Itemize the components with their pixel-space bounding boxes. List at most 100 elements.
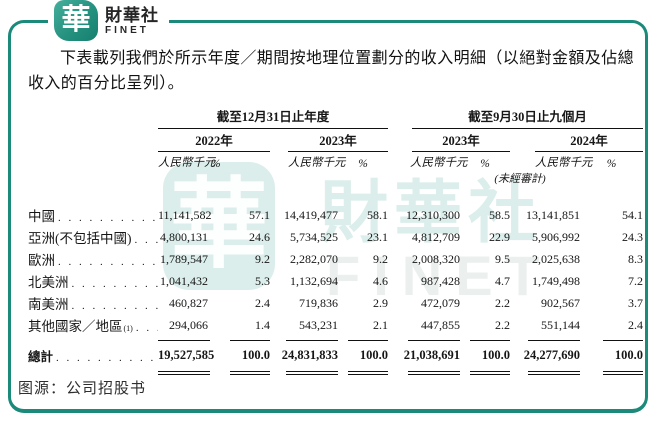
total-value: 19,527,585 xyxy=(158,348,215,362)
total-value: 21,038,691 xyxy=(403,348,461,362)
row-value: 2,008,320 xyxy=(412,251,461,266)
content-frame xyxy=(8,20,648,413)
row-value: 2.9 xyxy=(373,295,389,310)
dot-leader xyxy=(55,256,158,268)
unit-header-row: 人民幣千元 % 人民幣千元 % 人民幣千元 % 人民幣千元 % xyxy=(28,152,643,170)
row-value: 1.4 xyxy=(255,317,270,332)
row-value: 2,282,070 xyxy=(290,251,338,266)
row-value: 2.2 xyxy=(495,317,511,332)
table-row-south-america: 南美洲 460,827 2.4 719,836 2.9 472,079 2.2 … xyxy=(28,292,643,314)
spacer-row xyxy=(28,186,643,204)
row-value: 58.1 xyxy=(367,207,389,222)
seal-character: 華 xyxy=(61,4,91,36)
unaudited-note: (未經審計) xyxy=(494,173,546,185)
total-value: 24,831,833 xyxy=(281,348,338,362)
intro-paragraph: 下表載列我們於所示年度／期間按地理位置劃分的收入明細（以絕對金額及佔總收入的百分… xyxy=(28,50,635,92)
table-row-north-america: 北美洲 1,041,432 5.3 1,132,694 4.6 987,428 … xyxy=(28,270,643,292)
period-header-annual: 截至12月31日止年度 xyxy=(158,106,389,129)
year-header-2022: 2022年 xyxy=(158,130,270,152)
row-value: 14,419,477 xyxy=(284,207,338,222)
row-label: 南美洲 xyxy=(28,297,69,312)
dot-leader xyxy=(69,300,159,312)
row-value: 5.3 xyxy=(255,273,270,288)
row-value: 2.2 xyxy=(495,295,511,310)
row-value: 2.1 xyxy=(373,317,389,332)
total-label: 總計 xyxy=(28,350,54,364)
year-header-2023: 2023年 xyxy=(288,130,389,152)
row-value: 902,567 xyxy=(541,295,581,310)
row-value: 24.6 xyxy=(249,229,270,244)
table-row-other-countries: 其他國家／地區(1) 294,066 1.4 543,231 2.1 447,8… xyxy=(28,314,643,336)
row-value: 3.7 xyxy=(628,295,644,310)
row-value: 4,812,709 xyxy=(412,229,461,244)
dot-leader xyxy=(132,234,159,246)
row-value: 9.2 xyxy=(373,251,389,266)
row-value: 551,144 xyxy=(541,317,581,332)
row-value: 447,855 xyxy=(421,317,461,332)
row-value: 57.1 xyxy=(249,207,270,222)
percent-header: % xyxy=(480,158,490,170)
row-label: 中國 xyxy=(28,209,55,224)
total-value: 100.0 xyxy=(241,348,270,362)
row-value: 58.5 xyxy=(489,207,511,222)
row-value: 460,827 xyxy=(169,295,208,310)
total-value: 100.0 xyxy=(614,348,644,362)
row-label: 北美洲 xyxy=(28,275,69,290)
unit-header: 人民幣千元 xyxy=(535,157,593,169)
row-value: 5,906,992 xyxy=(532,229,581,244)
row-value: 2.4 xyxy=(255,295,270,310)
total-row: 總計 19,527,585 100.0 24,831,833 100.0 21,… xyxy=(28,344,643,367)
brand-name-en: FINET xyxy=(105,25,149,36)
table-row-europe: 歐洲 1,789,547 9.2 2,282,070 9.2 2,008,320… xyxy=(28,248,643,270)
row-label: 其他國家／地區 xyxy=(28,319,123,334)
dot-leader xyxy=(53,352,158,364)
row-value: 294,066 xyxy=(169,317,208,332)
finet-logo: 華 財華社 FINET xyxy=(48,0,169,43)
period-header-nine-months: 截至9月30日止九個月 xyxy=(412,106,644,129)
table-row-asia: 亞洲(不包括中國) 4,800,131 24.6 5,734,525 23.1 … xyxy=(28,226,643,248)
year-header-9m2024: 2024年 xyxy=(535,130,644,152)
row-value: 1,789,547 xyxy=(160,251,208,266)
dot-leader xyxy=(55,212,158,224)
subtotal-rule-row xyxy=(28,336,644,344)
total-double-rule-row xyxy=(28,367,644,377)
revenue-by-geography-table: 截至12月31日止年度 截至9月30日止九個月 2022年 2023年 2023… xyxy=(28,105,644,377)
row-label: 亞洲(不包括中國) xyxy=(28,231,132,246)
row-value: 4.7 xyxy=(495,273,511,288)
year-header-row: 2022年 2023年 2023年 2024年 xyxy=(28,129,644,152)
percent-header: % xyxy=(211,158,221,170)
row-value: 4,800,131 xyxy=(160,229,208,244)
row-value: 12,310,300 xyxy=(406,207,461,222)
row-value: 472,079 xyxy=(421,295,461,310)
row-value: 1,749,498 xyxy=(532,273,581,288)
row-value: 5,734,525 xyxy=(290,229,338,244)
percent-header: % xyxy=(606,158,617,170)
unaudited-note-row: (未經審計) xyxy=(28,170,643,186)
unit-header: 人民幣千元 xyxy=(410,157,468,169)
source-caption: 图源：公司招股书 xyxy=(18,380,147,397)
dot-leader xyxy=(69,278,159,290)
brand-name-cn: 財華社 xyxy=(105,6,159,25)
year-header-9m2023: 2023年 xyxy=(412,130,511,152)
row-value: 13,141,851 xyxy=(526,207,581,222)
row-value: 719,836 xyxy=(299,295,338,310)
row-value: 23.1 xyxy=(367,229,389,244)
unit-header: 人民幣千元 xyxy=(288,157,346,169)
unit-header: 人民幣千元 xyxy=(158,157,216,169)
table-row-china: 中國 11,141,582 57.1 14,419,477 58.1 12,31… xyxy=(28,204,643,226)
row-value: 24.3 xyxy=(622,229,644,244)
row-value: 543,231 xyxy=(299,317,338,332)
row-value: 2,025,638 xyxy=(532,251,581,266)
total-value: 100.0 xyxy=(481,348,511,362)
row-value: 7.2 xyxy=(628,273,644,288)
row-value: 54.1 xyxy=(622,207,644,222)
row-value: 8.3 xyxy=(628,251,644,266)
row-value: 987,428 xyxy=(421,273,461,288)
row-value: 22.9 xyxy=(489,229,511,244)
row-value: 11,141,582 xyxy=(158,207,212,222)
period-header-row: 截至12月31日止年度 截至9月30日止九個月 xyxy=(28,105,644,129)
total-value: 24,277,690 xyxy=(523,348,581,362)
brand-block: 財華社 FINET xyxy=(105,0,159,37)
row-value: 1,132,694 xyxy=(290,273,338,288)
